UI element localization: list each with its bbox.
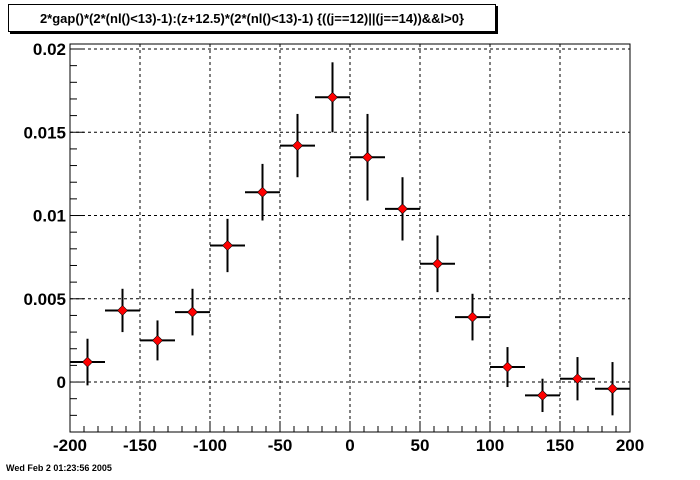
- data-point: [385, 177, 420, 241]
- x-tick-label: -200: [53, 436, 87, 455]
- x-tick-label: -150: [123, 436, 157, 455]
- diamond-marker: [432, 258, 443, 270]
- x-tick-label: 100: [476, 436, 504, 455]
- tick-labels: -200 -150 -100 -50 0 50 100 150 200 0 0.005 0.01 0.0…: [23, 40, 644, 455]
- diamond-marker: [572, 373, 583, 385]
- diamond-marker: [292, 140, 303, 152]
- data-point: [280, 113, 315, 178]
- data-point: [70, 338, 105, 386]
- diamond-marker: [502, 361, 513, 373]
- diamond-marker: [537, 389, 548, 401]
- y-tick-label: 0.005: [23, 290, 66, 309]
- data-point: [420, 235, 455, 293]
- data-point: [175, 288, 210, 336]
- diamond-marker: [222, 240, 233, 251]
- y-tick-label: 0.015: [23, 123, 66, 142]
- diamond-marker: [82, 356, 93, 368]
- y-tick-label: 0.01: [33, 207, 66, 226]
- x-tick-label: 150: [546, 436, 574, 455]
- data-point: [455, 293, 490, 341]
- diamond-marker: [327, 91, 338, 103]
- diamond-marker: [362, 151, 373, 163]
- diamond-marker: [152, 334, 163, 346]
- data-point: [245, 163, 280, 221]
- diamond-marker: [397, 203, 408, 215]
- data-point: [525, 378, 560, 413]
- x-tick-label: 200: [616, 436, 644, 455]
- x-tick-label: -100: [193, 436, 227, 455]
- x-tick-label: 0: [345, 436, 354, 455]
- data-point: [595, 362, 630, 416]
- data-point: [210, 218, 245, 273]
- data-point: [315, 62, 350, 133]
- y-tick-label: 0.02: [33, 40, 66, 59]
- chart-title: 2*gap()*(2*(nl()<13)-1):(z+12.5)*(2*(nl(…: [8, 4, 496, 32]
- data-point: [350, 113, 385, 201]
- data-point: [490, 347, 525, 388]
- grid: [70, 44, 630, 432]
- diamond-marker: [467, 311, 478, 323]
- timestamp: Wed Feb 2 01:23:56 2005: [6, 463, 112, 473]
- diamond-marker: [187, 306, 198, 318]
- x-tick-label: -50: [268, 436, 293, 455]
- data-point: [560, 357, 595, 401]
- diamond-marker: [607, 383, 618, 395]
- data-point: [140, 320, 175, 361]
- data-point: [105, 288, 140, 333]
- diamond-marker: [117, 305, 128, 316]
- y-tick-label: 0: [57, 373, 66, 392]
- diamond-marker: [257, 186, 268, 198]
- data-points: [70, 62, 630, 416]
- axis-ticks: [69, 48, 631, 433]
- x-tick-label: 50: [411, 436, 430, 455]
